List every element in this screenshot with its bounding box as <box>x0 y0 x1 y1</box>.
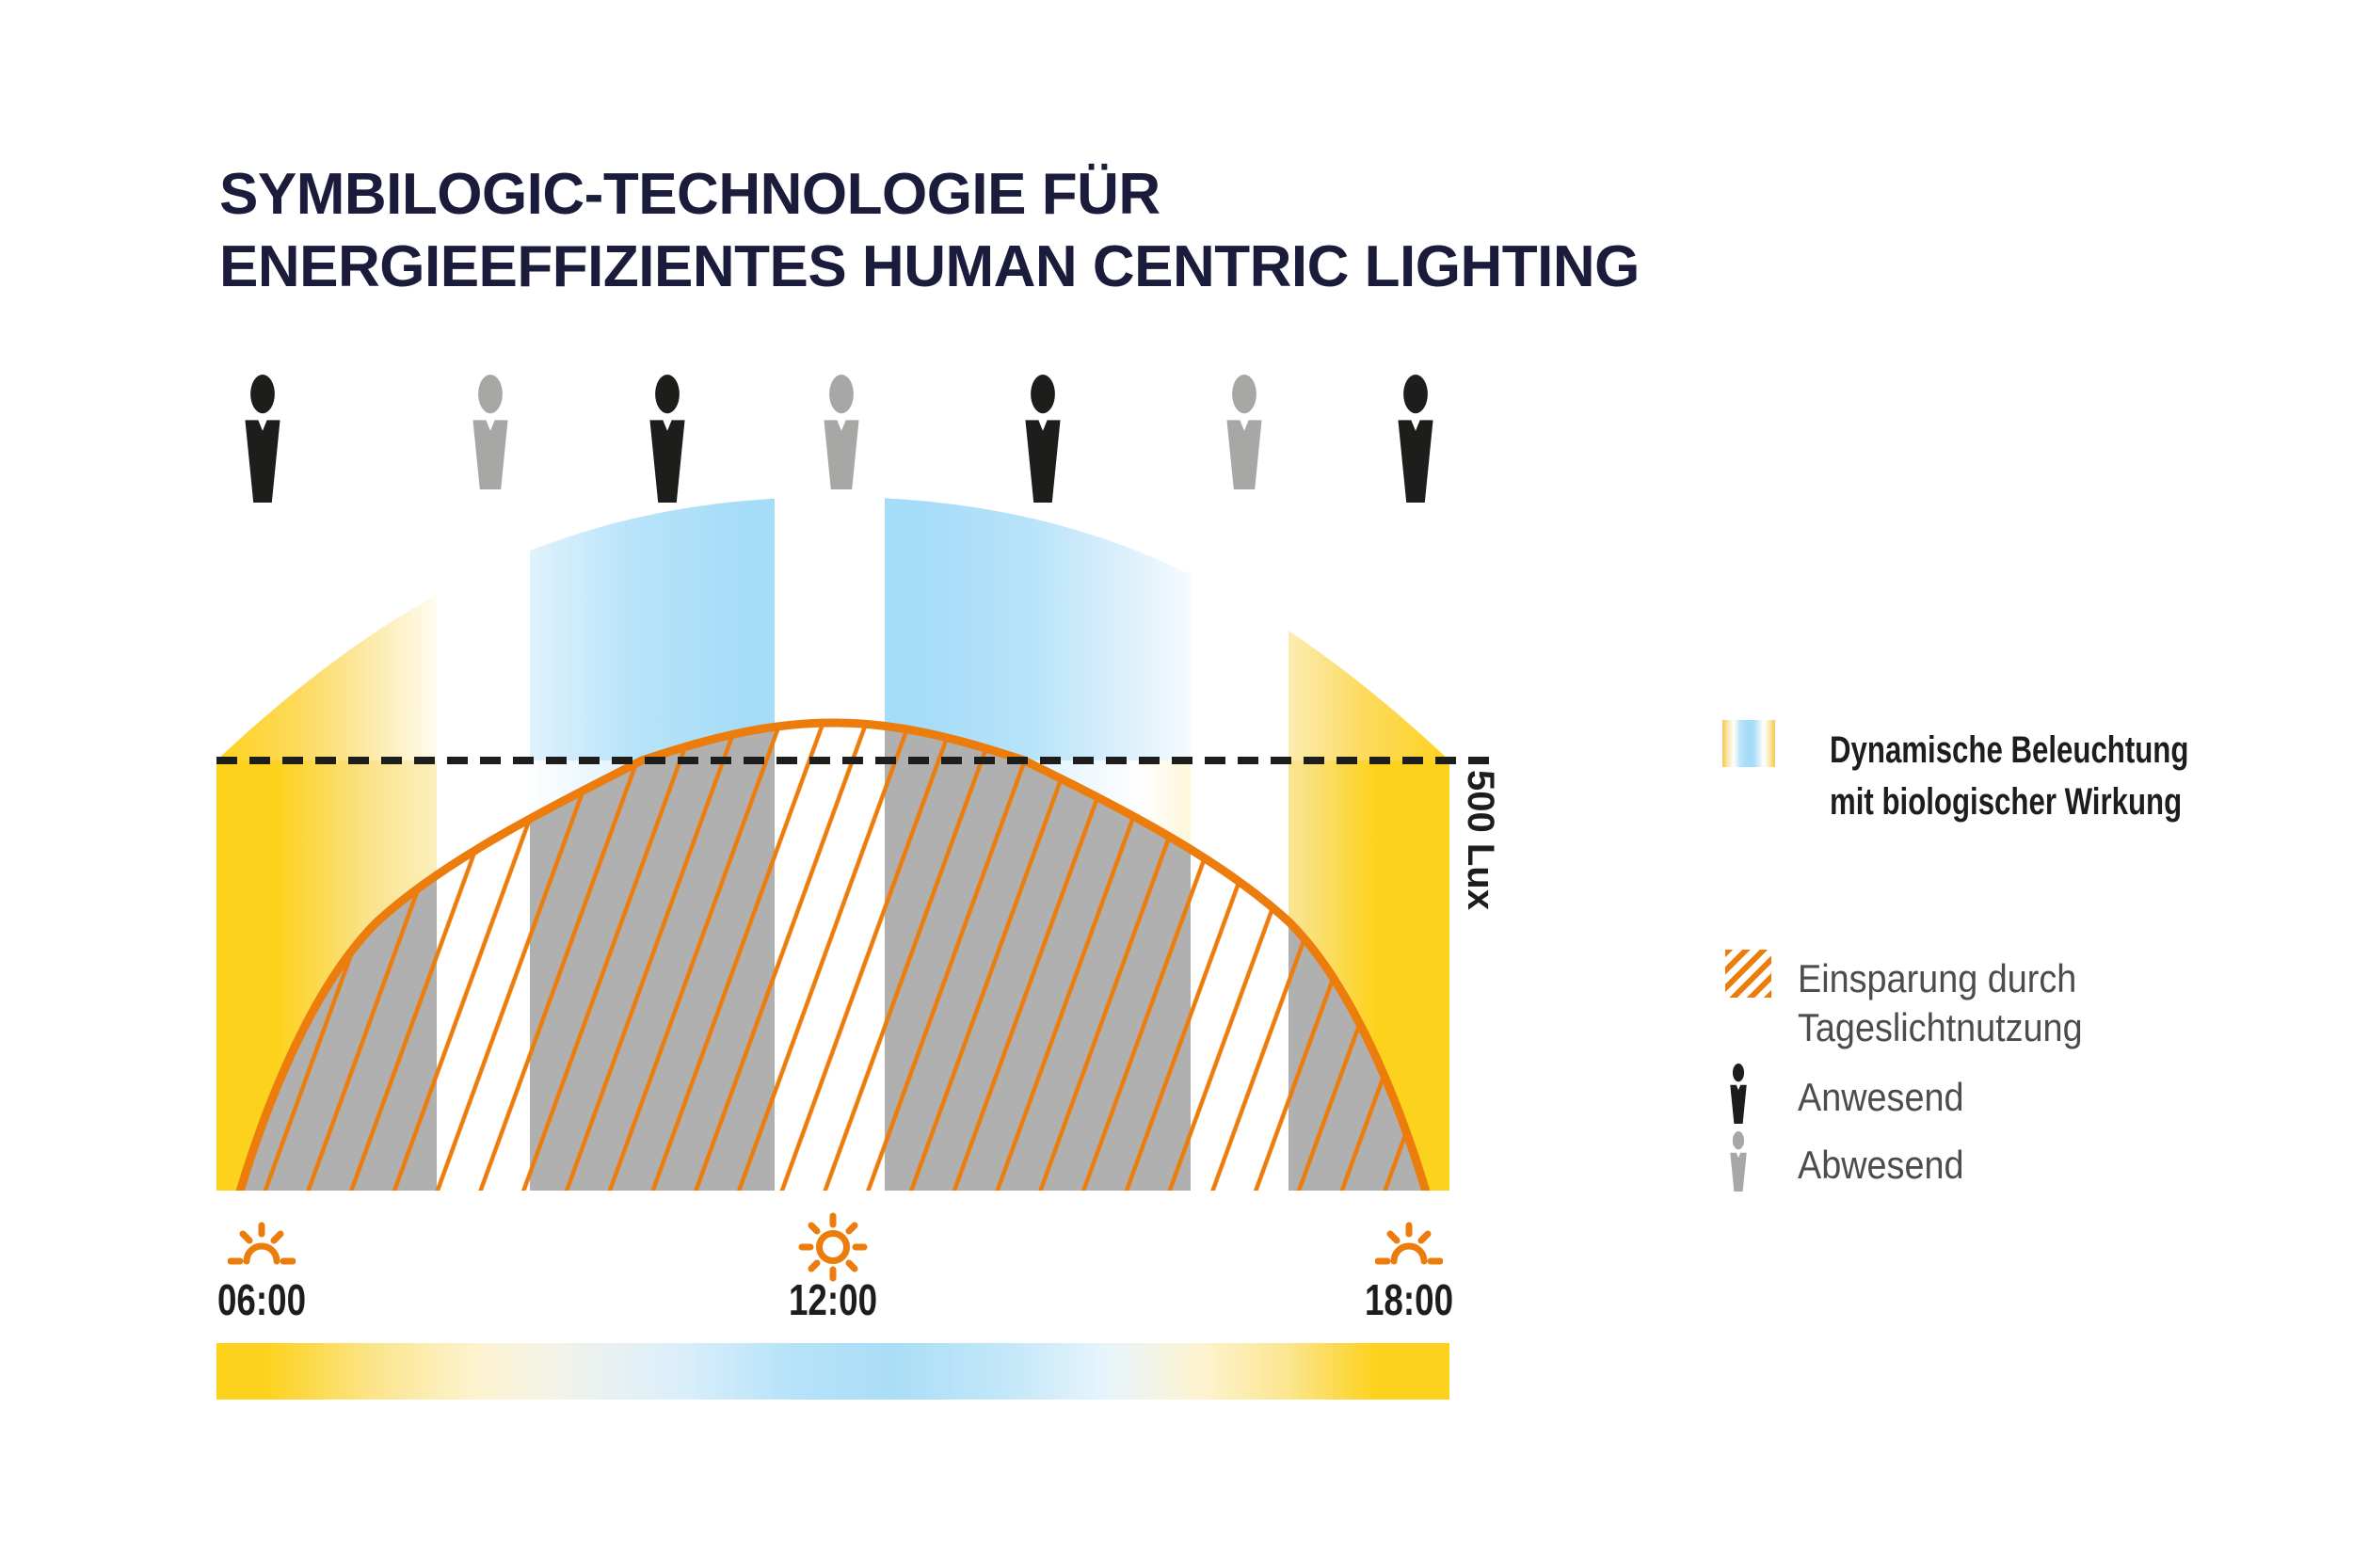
person-icon-present <box>241 375 284 503</box>
person-icon-absent <box>1728 1131 1749 1192</box>
daylight-curve <box>235 718 1431 1191</box>
person-icon-present <box>1394 375 1437 503</box>
lux-threshold-line <box>216 757 1495 764</box>
legend-swatch-daylight-saving <box>1725 950 1771 998</box>
time-label-end: 18:00 <box>1364 1275 1454 1324</box>
time-label-start: 06:00 <box>216 1275 307 1324</box>
lux-threshold-label: 500 Lux <box>1460 770 1501 910</box>
title-line-1: SYMBILOGIC-TECHNOLOGIE FÜR <box>219 162 1160 227</box>
person-icon-present <box>646 375 689 503</box>
person-icon-absent <box>469 375 512 503</box>
daylight-chart <box>216 489 1495 1191</box>
legend-label-dynamic-lighting: Dynamische Beleuchtung mit biologischer … <box>1830 729 2189 823</box>
legend-label-daylight-saving: Einsparung durch Tageslichtnutzung <box>1798 956 2083 1049</box>
title-line-2: ENERGIEEFFIZIENTES HUMAN CENTRIC LIGHTIN… <box>219 234 1640 299</box>
page-title: SYMBILOGIC-TECHNOLOGIE FÜR ENERGIEEFFIZI… <box>219 158 1640 303</box>
person-icon-present <box>1021 375 1064 503</box>
daylight-saving-hatch <box>240 723 1426 1191</box>
time-label-noon: 12:00 <box>788 1275 878 1324</box>
sunset-icon <box>1375 1222 1443 1265</box>
legend-swatch-dynamic-lighting <box>1722 720 1775 767</box>
sunrise-icon <box>228 1222 296 1265</box>
sun-icon <box>798 1212 868 1282</box>
person-icon-absent <box>820 375 863 503</box>
legend-label-absent: Abwesend <box>1798 1143 1964 1187</box>
person-icon-present <box>1728 1064 1749 1124</box>
legend-label-present: Anwesend <box>1798 1075 1964 1119</box>
person-icon-absent <box>1223 375 1266 503</box>
daylight-dome <box>235 718 1431 1191</box>
colour-temperature-bar <box>216 1343 1449 1400</box>
